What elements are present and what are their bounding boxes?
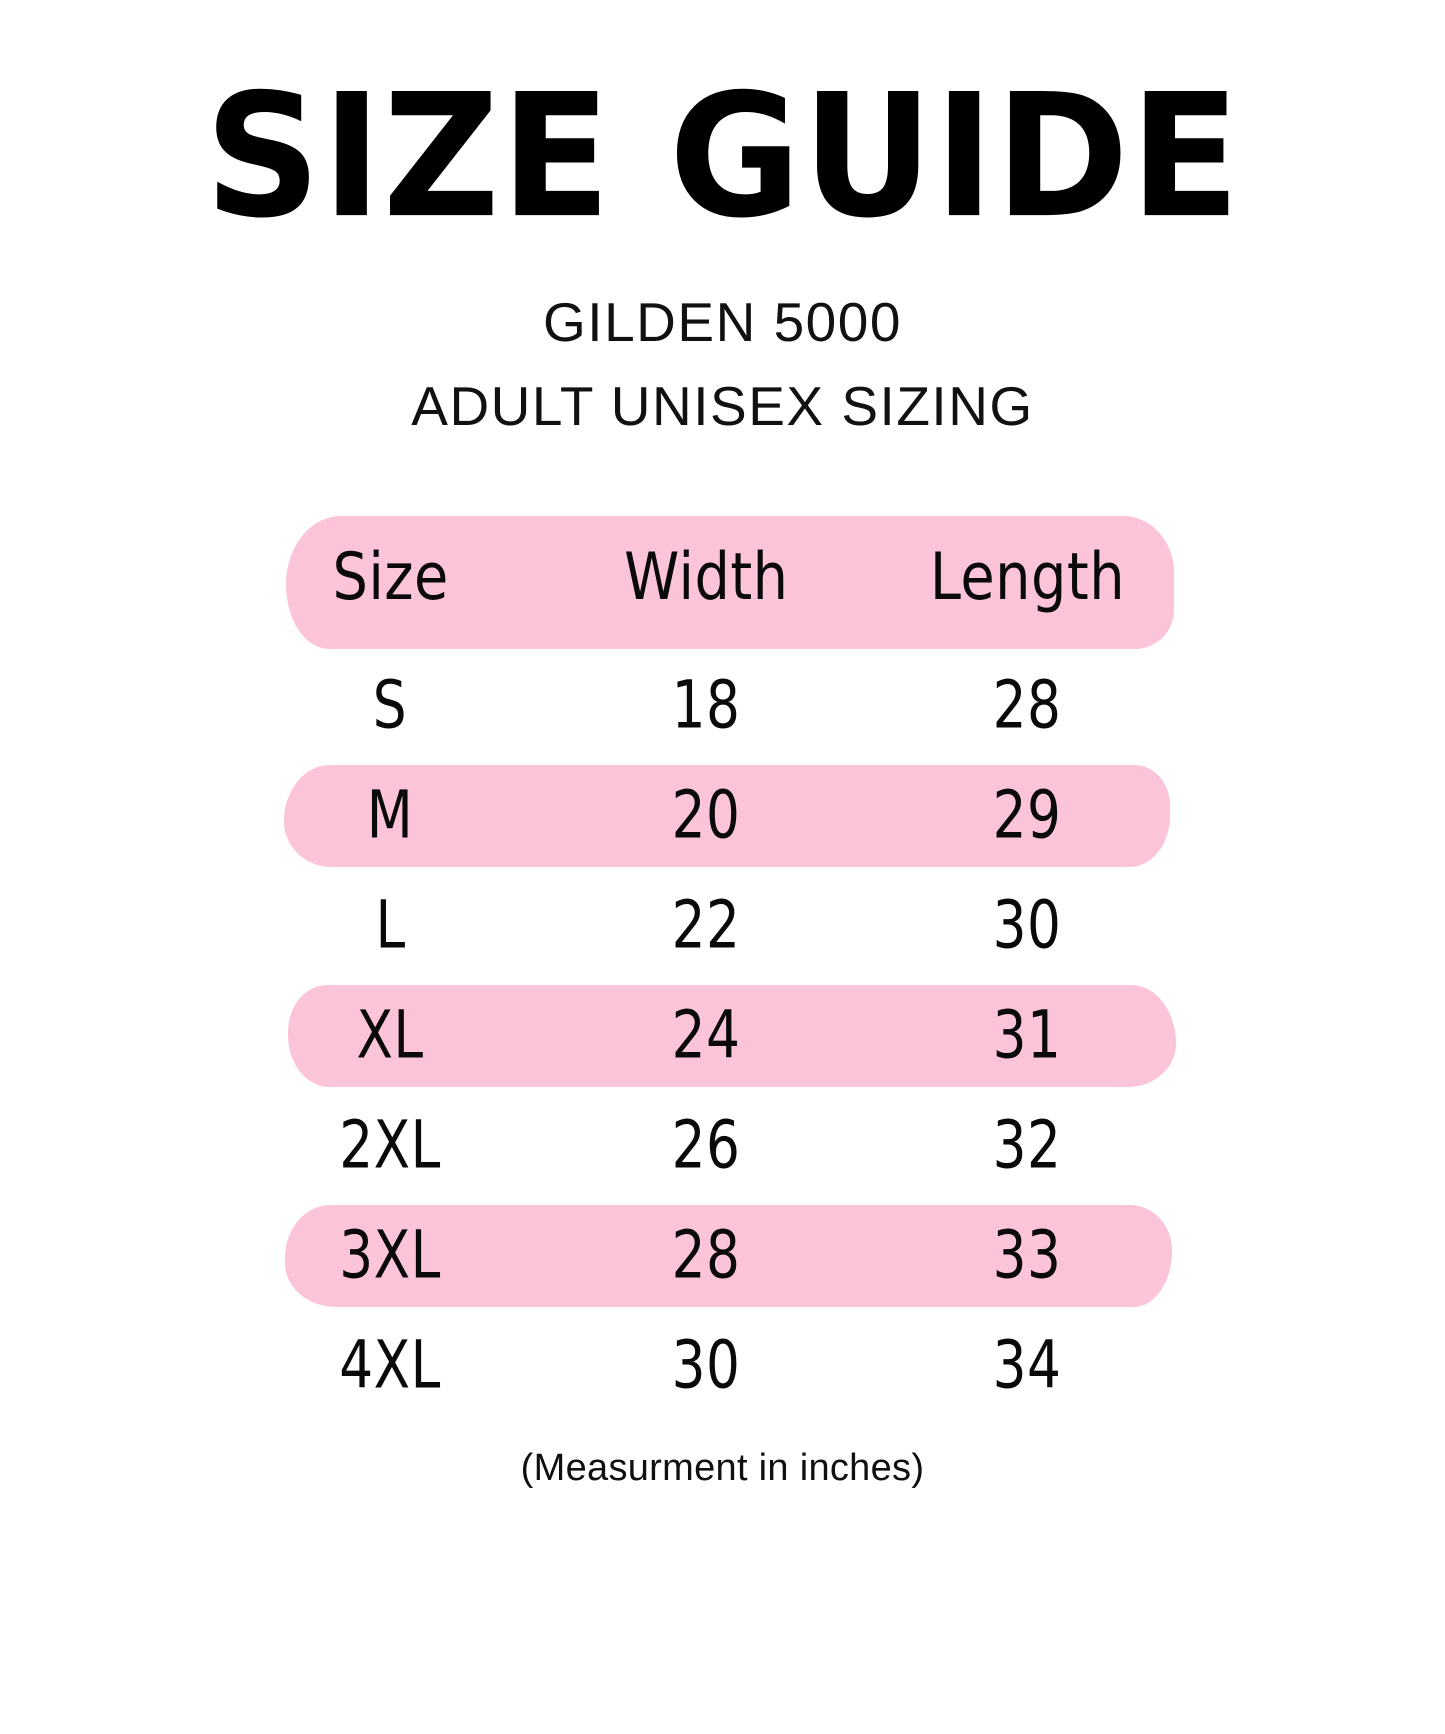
measurement-footnote: (Measurment in inches) (520, 1447, 925, 1490)
row-highlight-band (285, 516, 1174, 650)
cell-length: 30 (993, 885, 1062, 963)
table-row: 2XL 26 32 (290, 1089, 1156, 1199)
size-chart-table: Size Width Length S 18 28 M 20 29 (283, 504, 1176, 1419)
column-header-size: Size (332, 538, 449, 615)
table-row: L 22 30 (290, 869, 1156, 979)
cell-width: 28 (671, 1215, 741, 1293)
page-title: SIZE GUIDE (204, 57, 1241, 256)
row-highlight-band (284, 1205, 1172, 1308)
subtitle-line-2: ADULT UNISEX SIZING (411, 374, 1034, 437)
cell-width: 24 (671, 995, 741, 1073)
cell-width: 20 (671, 775, 741, 853)
cell-length: 34 (993, 1325, 1062, 1403)
table-row: S 18 28 (290, 649, 1156, 759)
table-row: 4XL 30 34 (290, 1309, 1156, 1419)
page-subtitle: GILDEN 5000 ADULT UNISEX SIZING (411, 281, 1033, 448)
column-header-length: Length (929, 538, 1126, 615)
cell-size: 3XL (339, 1215, 442, 1293)
cell-length: 33 (993, 1215, 1062, 1293)
cell-size: 4XL (339, 1325, 442, 1403)
cell-width: 26 (671, 1105, 741, 1183)
cell-size: XL (356, 995, 424, 1073)
cell-size: M (367, 775, 414, 853)
row-highlight-band (283, 765, 1170, 868)
column-header-width: Width (624, 538, 789, 615)
cell-width: 18 (671, 665, 741, 743)
row-highlight-band (287, 985, 1176, 1088)
cell-length: 28 (993, 665, 1062, 743)
cell-length: 32 (993, 1105, 1062, 1183)
cell-width: 22 (671, 885, 741, 963)
cell-size: 2XL (339, 1105, 442, 1183)
table-row: 3XL 28 33 (284, 1199, 1172, 1309)
table-header-row: Size Width Length (285, 504, 1174, 650)
cell-size: S (373, 665, 408, 743)
table-row: XL 24 31 (287, 979, 1176, 1089)
cell-length: 31 (993, 995, 1062, 1073)
table-row: M 20 29 (283, 759, 1170, 869)
cell-size: L (375, 885, 406, 963)
cell-width: 30 (671, 1325, 741, 1403)
cell-length: 29 (993, 775, 1062, 853)
subtitle-line-1: GILDEN 5000 (543, 290, 902, 353)
